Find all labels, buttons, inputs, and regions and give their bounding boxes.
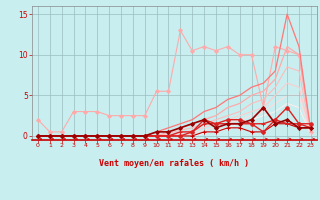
X-axis label: Vent moyen/en rafales ( km/h ): Vent moyen/en rafales ( km/h ) [100,159,249,168]
